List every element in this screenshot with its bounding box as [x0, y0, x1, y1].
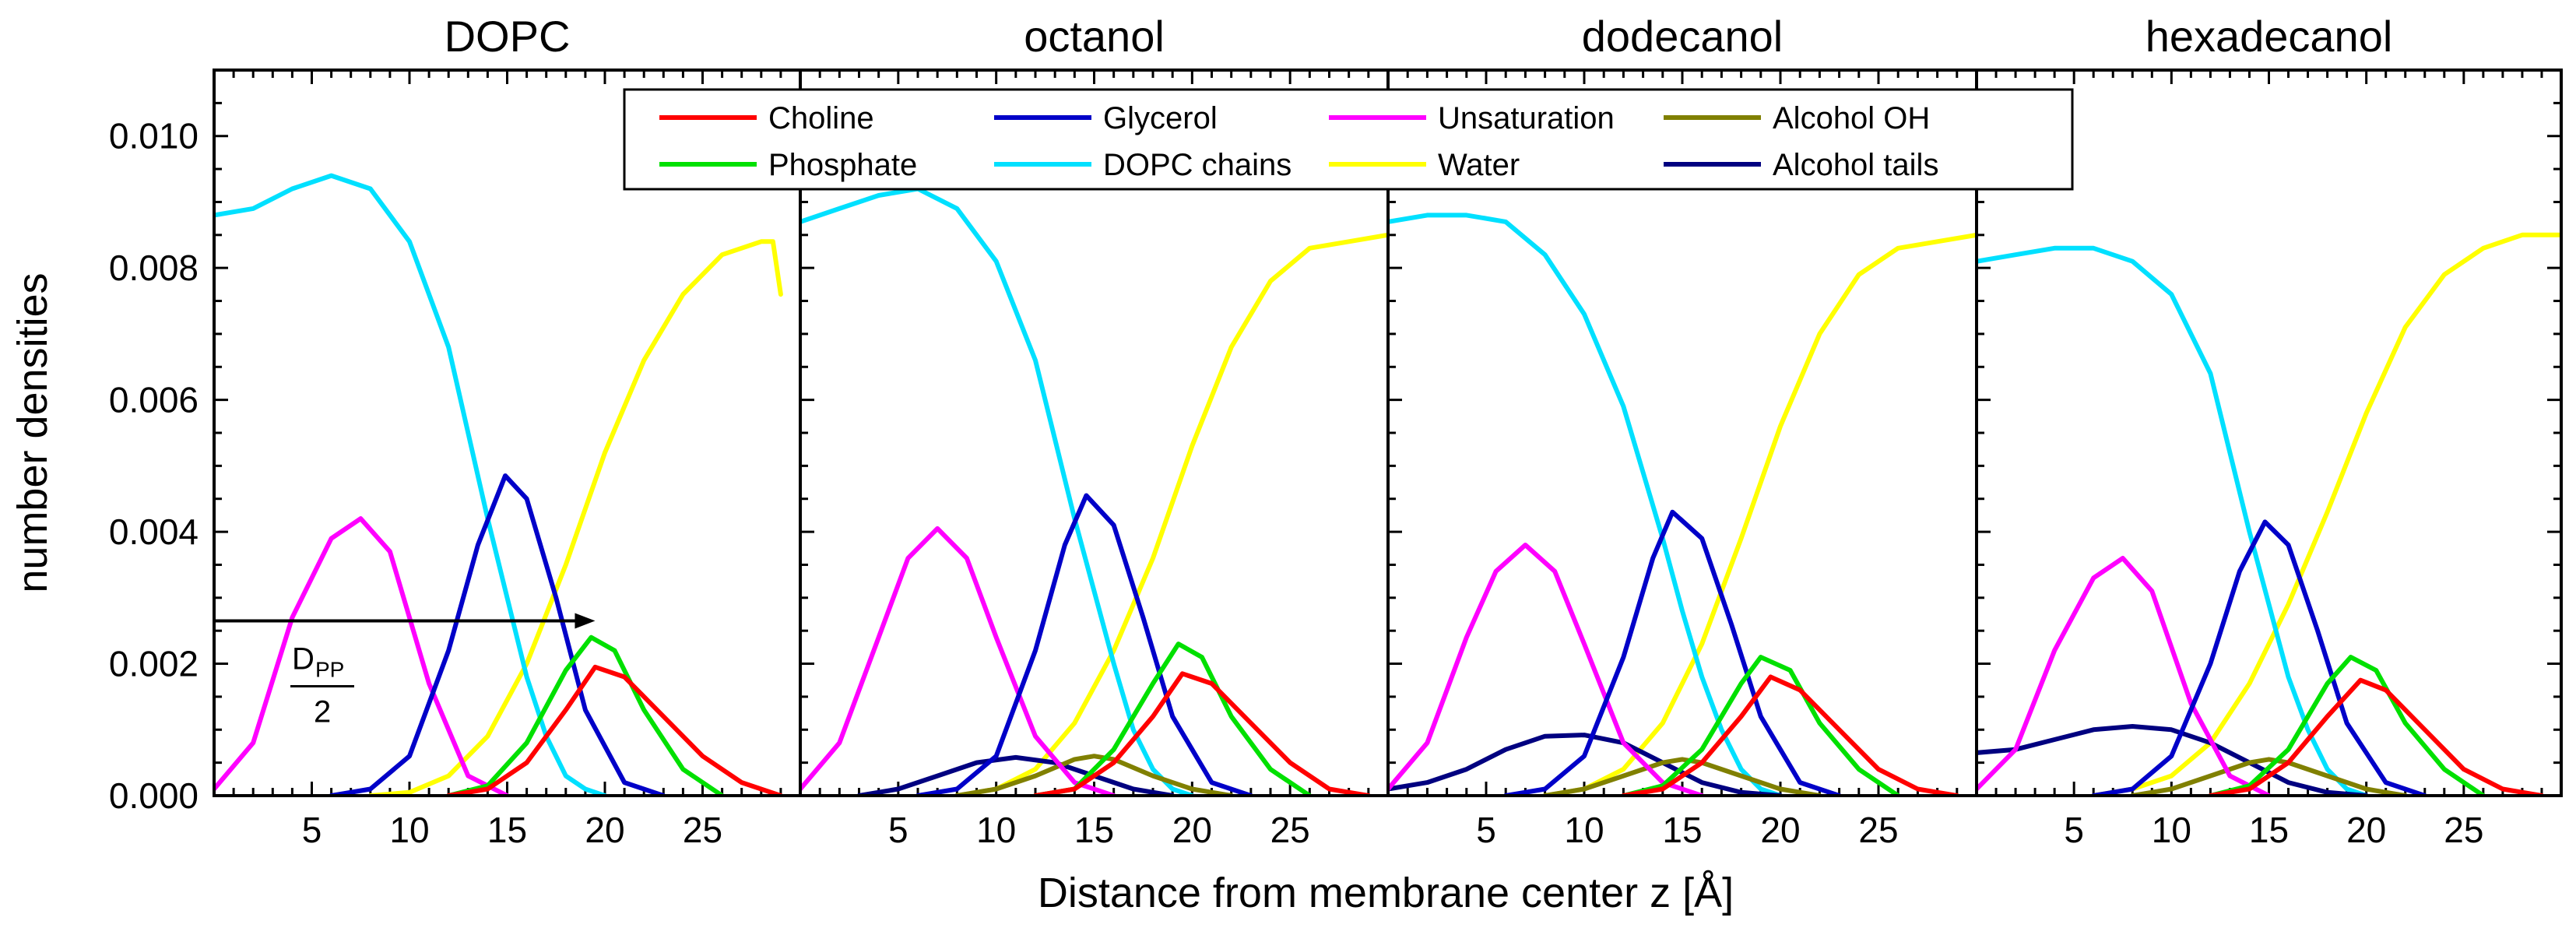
legend-label-unsaturation: Unsaturation: [1438, 101, 1615, 135]
series-line-water: [954, 232, 1388, 796]
x-tick-label: 20: [1760, 810, 1800, 850]
panel-title: hexadecanol: [2145, 12, 2393, 61]
panel-title: DOPC: [445, 12, 571, 61]
y-tick-label: 0.006: [109, 380, 199, 420]
legend-label-phosphate: Phosphate: [768, 148, 917, 182]
x-tick-label: 25: [2444, 810, 2483, 850]
x-tick-label: 15: [1662, 810, 1702, 850]
series-group: [1388, 213, 1977, 796]
x-tick-label: 5: [302, 810, 322, 850]
y-axis-label: number densities: [9, 272, 56, 592]
x-tick-label: 20: [585, 810, 624, 850]
panel-title: octanol: [1024, 12, 1165, 61]
series-line-phosphate: [1033, 641, 1313, 796]
series-group: [800, 186, 1388, 796]
series-line-choline: [446, 664, 783, 796]
series-line-unsaturation: [1388, 543, 1705, 796]
legend-label-alcohol_oh: Alcohol OH: [1773, 101, 1930, 135]
y-tick-label: 0.010: [109, 116, 199, 156]
series-line-glycerol: [2091, 519, 2427, 796]
legend-label-water: Water: [1438, 148, 1520, 182]
y-tick-label: 0.002: [109, 644, 199, 684]
series-group: [214, 173, 783, 796]
series-line-choline: [1033, 671, 1371, 796]
legend-label-dopc_chains: DOPC chains: [1103, 148, 1292, 182]
series-line-alcohol_oh: [954, 754, 1234, 796]
series-line-alcohol_tails: [1977, 724, 2369, 796]
series-line-water: [2091, 232, 2561, 796]
panel-title: dodecanol: [1582, 12, 1783, 61]
x-tick-label: 10: [976, 810, 1016, 850]
x-tick-label: 15: [2249, 810, 2289, 850]
x-tick-label: 5: [2064, 810, 2084, 850]
x-tick-label: 25: [1858, 810, 1898, 850]
dpp-subscript: PP: [315, 657, 344, 681]
series-group: [1977, 232, 2561, 796]
x-tick-label: 25: [1270, 810, 1310, 850]
y-tick-label: 0.004: [109, 511, 199, 552]
series-line-glycerol: [329, 473, 666, 796]
legend-label-choline: Choline: [768, 101, 874, 135]
x-tick-label: 20: [2346, 810, 2386, 850]
series-line-dopc_chains: [214, 173, 607, 796]
series-line-unsaturation: [214, 516, 510, 796]
series-line-dopc_chains: [1977, 245, 2369, 796]
series-line-phosphate: [2208, 655, 2486, 796]
legend-box: [623, 88, 2074, 191]
series-line-choline: [2208, 677, 2544, 796]
series-line-alcohol_tails: [856, 754, 1176, 796]
dpp-annotation: D PP 2: [214, 613, 596, 729]
y-tick-label: 0.000: [109, 775, 199, 816]
panel-0: DOPC 5 10 15 20 25: [213, 12, 802, 850]
series-line-water: [1542, 232, 1977, 796]
panel-3: hexadecanol 5 10 15 20 25: [1975, 12, 2563, 850]
series-line-unsaturation: [1977, 556, 2272, 796]
x-tick-label: 25: [683, 810, 722, 850]
dpp-numerator: D: [292, 641, 315, 676]
x-tick-label: 5: [888, 810, 908, 850]
x-tick-label: 10: [389, 810, 429, 850]
dpp-denominator: 2: [314, 694, 331, 729]
series-line-water: [367, 239, 783, 796]
series-line-alcohol_tails: [1388, 733, 1783, 796]
legend-label-glycerol: Glycerol: [1103, 101, 1218, 135]
series-line-dopc_chains: [800, 186, 1195, 796]
series-line-alcohol_oh: [2130, 757, 2408, 796]
series-line-phosphate: [1621, 655, 1901, 796]
series-line-dopc_chains: [1388, 213, 1783, 796]
x-tick-label: 5: [1476, 810, 1496, 850]
panel-frame: [1975, 69, 2563, 797]
panel-1: octanol 5 10 15 20 25: [799, 12, 1390, 850]
y-tick-label: 0.008: [109, 248, 199, 288]
series-line-phosphate: [446, 634, 725, 796]
x-tick-label: 15: [487, 810, 527, 850]
legend: Choline Glycerol Unsaturation Alcohol OH Pho…: [623, 88, 2074, 191]
x-tick-label: 20: [1172, 810, 1212, 850]
x-tick-label: 10: [1564, 810, 1604, 850]
x-tick-label: 10: [2152, 810, 2191, 850]
dpp-arrow-head: [575, 613, 596, 629]
x-axis-label: Distance from membrane center z [Å]: [1038, 870, 1734, 916]
series-line-alcohol_oh: [1542, 757, 1822, 796]
legend-label-alcohol_tails: Alcohol tails: [1773, 148, 1938, 182]
series-line-unsaturation: [800, 525, 1116, 796]
series-line-glycerol: [915, 493, 1253, 796]
x-tick-label: 15: [1074, 810, 1114, 850]
series-line-choline: [1621, 674, 1959, 796]
series-line-glycerol: [1503, 509, 1842, 796]
